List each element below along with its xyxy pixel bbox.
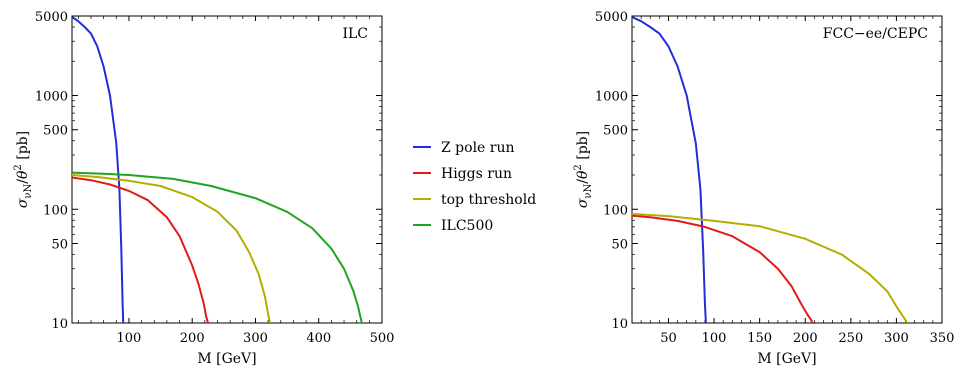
x-tick-label: 200 [793,331,818,346]
y-tick-label: 50 [51,237,68,252]
y-tick-label: 100 [43,203,68,218]
y-axis-label: σνN/θ2 [pb] [13,131,34,208]
x-axis-label: M [GeV] [197,351,256,367]
ilc-chart-panel: 100 200 300 400 500 10 50 100 500 1000 5000 M [GeV]… [13,10,394,367]
x-axis-label: M [GeV] [757,351,816,367]
series-line-ilc500 [72,171,363,323]
x-tick-label: 500 [370,331,395,346]
x-tick-label: 300 [884,331,909,346]
y-tick-label: 500 [603,124,628,139]
fcc-cepc-chart-panel: 50 100 150 200 250 300 350 10 50 100 500 1000 5000 M … [573,10,954,367]
y-tick-label: 10 [611,317,628,332]
y-tick-label: 50 [611,237,628,252]
series-line-z-pole-run [632,16,707,323]
y-tick-label: 500 [43,124,68,139]
legend-label: top threshold [441,192,536,208]
y-tick-label: 1000 [595,90,628,105]
legend: Z pole run Higgs run top threshold ILC500 [413,140,536,234]
series-line-top-threshold [632,212,909,323]
y-tick-label: 5000 [35,10,68,25]
series-line-higgs-run [72,176,209,323]
x-tick-label: 200 [180,331,205,346]
panel-annotation: FCC−ee/CEPC [823,26,928,42]
y-axis-label: σνN/θ2 [pb] [573,131,594,208]
plot-frame [71,15,383,324]
y-tick-label: 10 [51,317,68,332]
legend-label: ILC500 [441,218,493,234]
series-line-top-threshold [72,174,271,323]
x-tick-label: 250 [838,331,863,346]
x-tick-label: 50 [660,331,677,346]
y-tick-label: 1000 [35,90,68,105]
x-tick-label: 100 [117,331,142,346]
x-tick-label: 150 [747,331,772,346]
y-tick-label: 100 [603,203,628,218]
panel-annotation: ILC [342,26,368,42]
x-tick-label: 300 [243,331,268,346]
x-tick-label: 350 [930,331,955,346]
series-line-z-pole-run [72,16,125,323]
legend-label: Higgs run [441,166,512,182]
series-line-higgs-run [632,214,814,323]
x-tick-label: 100 [702,331,727,346]
x-tick-label: 400 [306,331,331,346]
legend-label: Z pole run [441,140,515,156]
y-tick-label: 5000 [595,10,628,25]
plot-frame [631,15,943,324]
